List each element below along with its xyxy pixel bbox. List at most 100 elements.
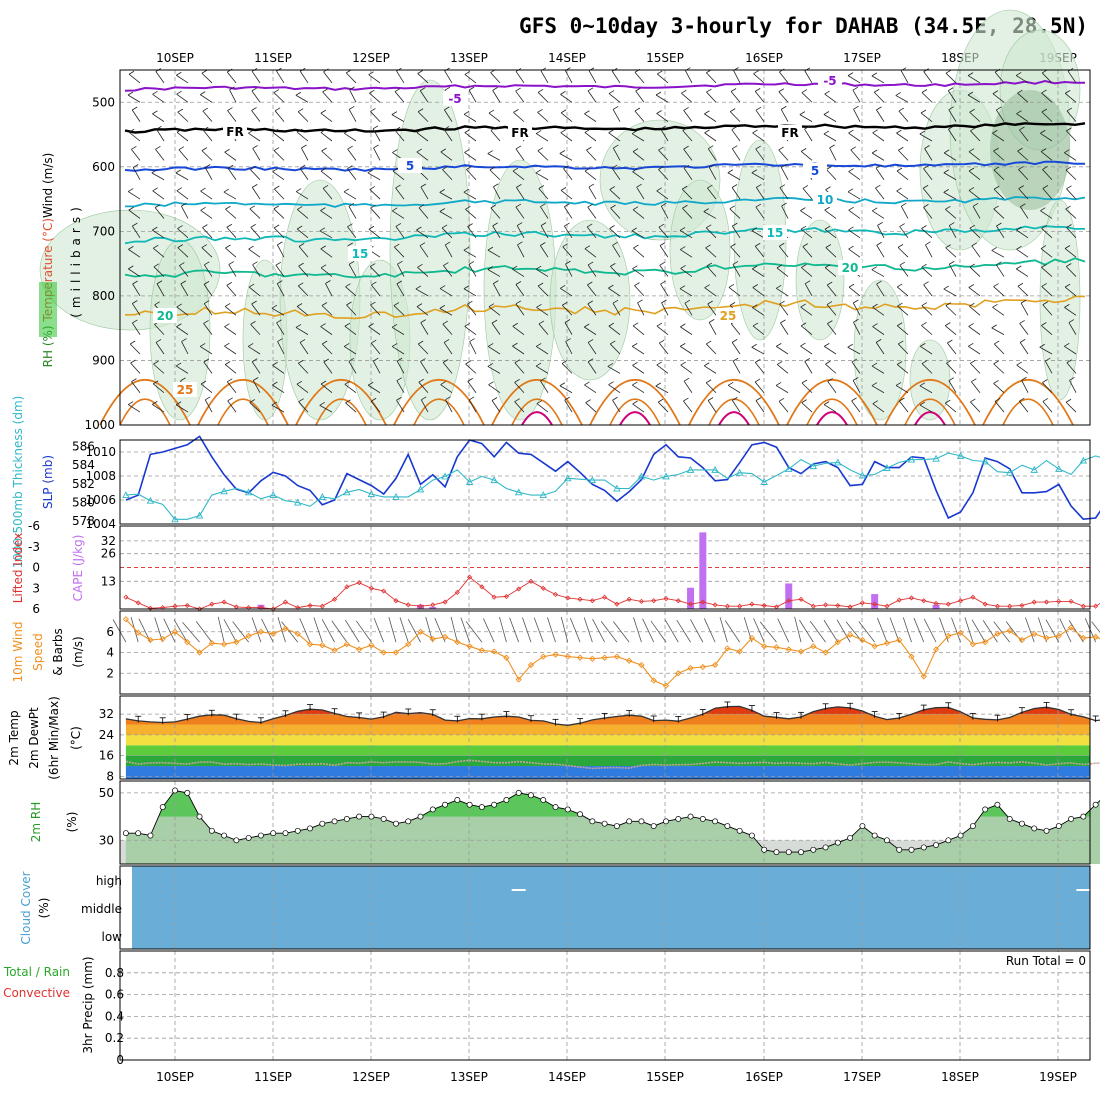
barb	[323, 361, 333, 374]
rh2m-point	[638, 818, 645, 825]
isotherm-label-bg	[398, 158, 422, 173]
barb-flag	[729, 205, 736, 210]
rh2m-ylabel-unit: (%)	[65, 812, 79, 833]
barb-flag	[1040, 245, 1047, 249]
barb	[1042, 188, 1053, 200]
wind10m-barb	[951, 617, 961, 643]
barb-flag	[442, 320, 449, 325]
barb	[465, 208, 477, 219]
barb	[443, 129, 453, 142]
barb-flag	[181, 202, 187, 207]
barb-flag	[487, 266, 494, 270]
barb-flag	[731, 339, 738, 343]
li-point	[859, 600, 865, 606]
barb-flag	[511, 265, 518, 270]
barb	[588, 70, 597, 84]
barb	[1040, 210, 1053, 219]
barb	[444, 244, 453, 258]
wind10m-point	[1031, 630, 1038, 637]
barb	[153, 247, 165, 258]
wind10m-point	[1092, 633, 1099, 641]
barb-flag	[656, 361, 663, 366]
barb	[273, 150, 285, 161]
barb	[225, 247, 237, 258]
barb	[1018, 188, 1029, 200]
barb	[513, 112, 525, 122]
barb-flag	[175, 401, 182, 406]
barb-flag	[372, 125, 379, 130]
thickness-tick-586: 586	[72, 440, 95, 454]
barb-flag	[632, 381, 638, 386]
barb-flag	[705, 244, 711, 249]
warm-dome-inner-2	[315, 398, 367, 426]
barb-flag	[992, 129, 998, 134]
barb-flag	[227, 397, 233, 402]
barb	[177, 111, 189, 122]
wind10m-barb	[724, 620, 740, 643]
thickness-point	[1030, 465, 1039, 473]
barb-flag	[800, 303, 806, 308]
barb	[584, 384, 597, 394]
barb-flag	[609, 186, 615, 190]
wind10m-barb	[964, 617, 974, 643]
wind10m-point	[478, 647, 486, 654]
barb	[153, 363, 165, 374]
barb-flag	[154, 204, 161, 208]
barb-flag	[802, 243, 809, 247]
wind10m-barb	[823, 619, 839, 643]
barb-flag	[848, 206, 854, 211]
li-point	[430, 602, 436, 608]
cape-bar	[871, 594, 879, 609]
thickness-point	[539, 491, 548, 499]
barb	[632, 346, 645, 355]
barb-flag	[755, 203, 762, 208]
barb	[443, 342, 453, 355]
barb	[273, 227, 285, 239]
barb-flag	[851, 397, 857, 402]
li-point	[417, 603, 424, 609]
li-point	[872, 601, 878, 607]
barb-flag	[897, 283, 903, 288]
barb	[921, 363, 933, 374]
isotherm-label: FR	[226, 125, 243, 139]
li-point	[577, 596, 583, 602]
barb-flag	[829, 144, 835, 149]
slp-line	[125, 435, 1100, 521]
barb	[848, 248, 861, 258]
wind10m-point	[159, 635, 166, 643]
barb-flag	[875, 184, 881, 189]
barb	[680, 326, 693, 335]
barb-flag	[949, 222, 955, 226]
thickness-point	[613, 484, 621, 492]
rh2m-point	[331, 818, 338, 825]
wind10m-point	[785, 646, 792, 653]
barb-flag	[392, 207, 398, 212]
barb	[825, 247, 837, 258]
barb	[923, 207, 933, 219]
barb	[993, 383, 1005, 394]
barb-flag	[680, 246, 686, 250]
wind10m-point	[515, 676, 522, 683]
barb-flag	[177, 225, 183, 229]
barb	[631, 230, 645, 239]
barb-flag	[204, 261, 210, 266]
barb	[515, 71, 525, 84]
barb	[154, 324, 165, 335]
thickness-point	[195, 511, 204, 519]
date-label-top-16SEP: 16SEP	[745, 51, 783, 65]
barb	[468, 399, 477, 413]
barb-flag	[991, 324, 997, 329]
barb-flag	[439, 208, 446, 212]
barb	[176, 131, 189, 142]
li-tick--3: -3	[28, 540, 40, 554]
barb-flag	[226, 223, 233, 228]
barb-flag	[273, 224, 280, 229]
barb	[755, 400, 765, 413]
wind10m-point	[834, 638, 841, 646]
barb	[896, 132, 909, 142]
barb	[852, 90, 861, 103]
barb	[683, 110, 693, 122]
barb	[487, 366, 501, 374]
barb	[345, 72, 357, 84]
